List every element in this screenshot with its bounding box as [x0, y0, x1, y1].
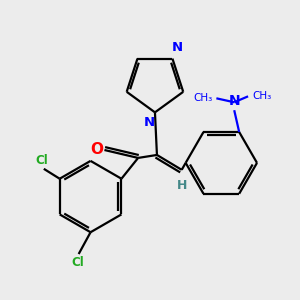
- Text: O: O: [90, 142, 103, 157]
- Text: N: N: [172, 40, 183, 54]
- Text: Cl: Cl: [71, 256, 84, 269]
- Text: CH₃: CH₃: [252, 91, 271, 101]
- Text: N: N: [143, 116, 155, 129]
- Text: CH₃: CH₃: [193, 93, 212, 103]
- Text: H: H: [176, 179, 187, 192]
- Text: Cl: Cl: [35, 154, 48, 167]
- Text: N: N: [228, 94, 240, 108]
